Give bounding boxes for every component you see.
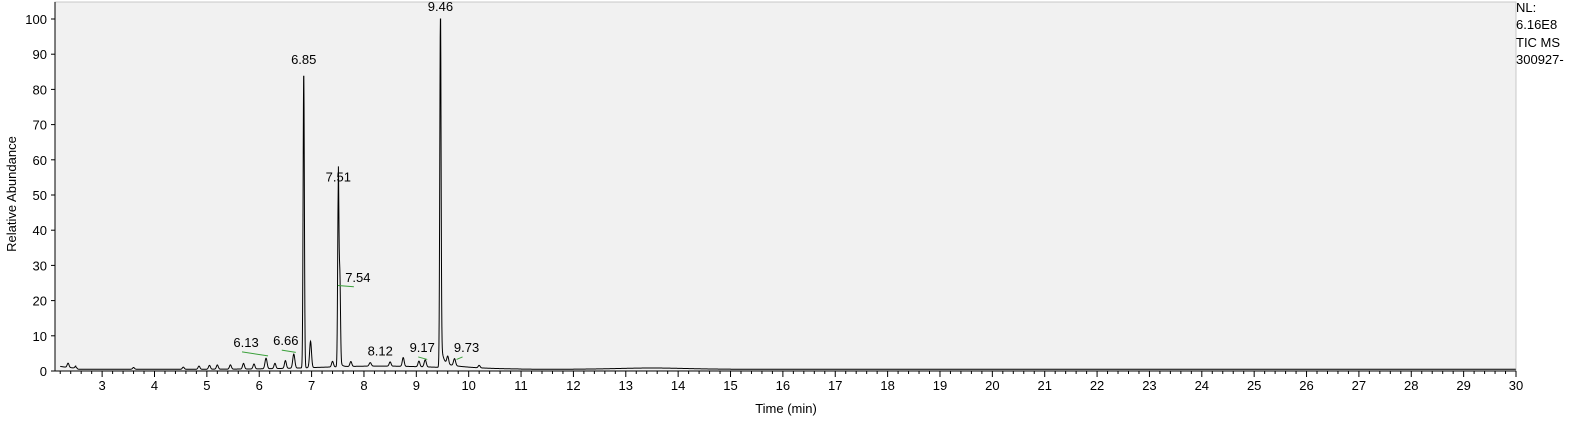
x-tick-label: 30 xyxy=(1509,378,1523,393)
x-tick-label: 4 xyxy=(151,378,158,393)
x-tick-label: 9 xyxy=(413,378,420,393)
x-tick-label: 12 xyxy=(566,378,580,393)
peak-leader-line xyxy=(418,356,428,360)
plot-frame xyxy=(54,1,1517,372)
y-tick-label: 0 xyxy=(40,364,47,379)
y-tick-label: 60 xyxy=(33,153,47,168)
peak-label: 6.85 xyxy=(291,52,316,67)
peak-leader-line xyxy=(337,285,354,288)
x-tick-label: 10 xyxy=(461,378,475,393)
file-name: 300927- xyxy=(1516,52,1564,67)
x-tick-label: 24 xyxy=(1195,378,1209,393)
peak-leader-line xyxy=(241,351,269,357)
peak-label: 6.13 xyxy=(233,335,258,350)
x-tick-label: 26 xyxy=(1299,378,1313,393)
x-tick-label: 6 xyxy=(256,378,263,393)
x-tick-label: 28 xyxy=(1404,378,1418,393)
x-tick-label: 20 xyxy=(985,378,999,393)
x-tick-label: 11 xyxy=(514,378,528,393)
y-tick-label: 30 xyxy=(33,258,47,273)
x-tick-label: 14 xyxy=(671,378,685,393)
peak-labels: 6.13 6.66 6.85 7.51 7.54 8.12 9.17 9.46 9.73 xyxy=(233,0,479,360)
peak-label: 6.66 xyxy=(273,333,298,348)
x-tick-label: 19 xyxy=(933,378,947,393)
x-tick-label: 27 xyxy=(1352,378,1366,393)
nl-label: NL: xyxy=(1516,0,1536,15)
y-tick-label: 20 xyxy=(33,294,47,309)
peak-label: 9.17 xyxy=(410,340,435,355)
y-tick-label: 40 xyxy=(33,223,47,238)
x-tick-label: 17 xyxy=(828,378,842,393)
y-tick-label: 10 xyxy=(33,329,47,344)
trace-group xyxy=(60,18,1516,370)
x-tick-label: 18 xyxy=(880,378,894,393)
x-tick-label: 23 xyxy=(1142,378,1156,393)
x-tick-label: 29 xyxy=(1456,378,1470,393)
peak-leader-line xyxy=(281,349,296,353)
x-axis-title: Time (min) xyxy=(755,401,817,416)
y-tick-label: 50 xyxy=(33,188,47,203)
y-tick-label: 100 xyxy=(25,12,47,27)
x-tick-label: 5 xyxy=(203,378,210,393)
y-tick-label: 90 xyxy=(33,47,47,62)
nl-value: 6.16E8 xyxy=(1516,17,1557,32)
plot-background xyxy=(54,1,1517,372)
y-tick-label: 80 xyxy=(33,82,47,97)
x-tick-label: 15 xyxy=(723,378,737,393)
x-tick-label: 21 xyxy=(1037,378,1051,393)
y-axis: 0 10 20 30 40 50 60 70 80 90 100 xyxy=(25,12,55,379)
peak-label: 9.46 xyxy=(428,0,453,14)
scan-filter: TIC MS xyxy=(1516,35,1560,50)
y-tick-label: 70 xyxy=(33,118,47,133)
y-axis-title: Relative Abundance xyxy=(4,136,19,252)
peak-label: 7.51 xyxy=(326,170,351,185)
x-tick-label: 16 xyxy=(776,378,790,393)
x-tick-label: 3 xyxy=(99,378,106,393)
peak-label: 8.12 xyxy=(368,343,393,358)
peak-label: 9.73 xyxy=(454,340,479,355)
peak-leader-line xyxy=(456,356,463,360)
x-tick-label: 8 xyxy=(360,378,367,393)
x-tick-label: 25 xyxy=(1247,378,1261,393)
x-tick-label: 7 xyxy=(308,378,315,393)
x-tick-label: 13 xyxy=(619,378,633,393)
x-tick-label: 22 xyxy=(1090,378,1104,393)
x-axis: 3 4 5 6 7 8 9 10 11 12 13 14 15 16 17 18 19 20 21 22 23 24 25 2… xyxy=(59,371,1523,393)
tic-trace xyxy=(60,18,1516,370)
peak-label: 7.54 xyxy=(345,270,370,285)
